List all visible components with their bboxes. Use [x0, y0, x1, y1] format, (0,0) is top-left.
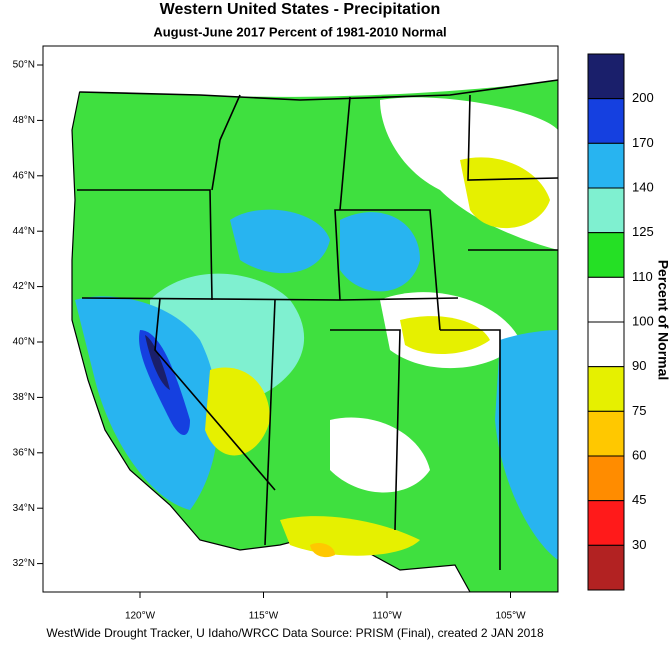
colorbar-label: 100: [632, 313, 654, 328]
colorbar-swatch: [587, 410, 625, 457]
lat-label: 44°N: [13, 226, 35, 237]
colorbar-label: 200: [632, 90, 654, 105]
colorbar-swatch: [587, 366, 625, 412]
colorbar-swatch: [587, 53, 625, 100]
lon-label: 120°W: [125, 611, 156, 622]
colorbar-swatch: [587, 98, 625, 144]
title: Western United States - Precipitation: [160, 1, 441, 18]
lon-label: 115°W: [249, 611, 279, 622]
colorbar-label: 125: [632, 224, 654, 239]
colorbar-swatch: [587, 500, 625, 546]
lat-label: 40°N: [13, 337, 35, 348]
lat-label: 38°N: [13, 392, 35, 403]
lat-label: 46°N: [13, 170, 35, 181]
colorbar-swatch: [587, 544, 625, 591]
colorbar-swatch: [587, 232, 625, 278]
colorbar-swatch: [587, 321, 625, 368]
colorbar-swatch: [587, 276, 625, 323]
colorbar-swatch: [587, 455, 625, 502]
lat-label: 50°N: [13, 60, 35, 71]
lat-label: 34°N: [13, 503, 35, 514]
colorbar-label: 140: [632, 179, 654, 194]
map: [43, 46, 558, 592]
map-frame: [42, 45, 559, 593]
lon-labels: 120°W 115°W 110°W 105°W: [125, 592, 526, 622]
footer: WestWide Drought Tracker, U Idaho/WRCC D…: [46, 626, 544, 640]
lat-labels: 50°N 48°N 46°N 44°N 42°N 40°N 38°N 36°N 34°N 32°N: [13, 60, 43, 569]
colorbar-label: 110: [632, 269, 653, 284]
colorbar-label: 60: [632, 447, 646, 462]
colorbar-swatch: [587, 187, 625, 234]
lat-label: 36°N: [13, 447, 35, 458]
colorbar-label: 45: [632, 492, 646, 507]
colorbar-swatch: [587, 142, 625, 189]
colorbar-label: 75: [632, 403, 646, 418]
legend-title: Percent of Normal: [655, 260, 670, 381]
colorbar-label: 30: [632, 537, 646, 552]
subtitle: August-June 2017 Percent of 1981-2010 No…: [153, 24, 446, 39]
colorbar: 200 170 140 125 110 100 90 75 60 45 30: [587, 53, 654, 591]
lon-label: 105°W: [495, 611, 526, 622]
lon-label: 110°W: [372, 611, 402, 622]
colorbar-label: 170: [632, 135, 654, 150]
lat-label: 42°N: [13, 281, 35, 292]
lat-label: 48°N: [13, 115, 35, 126]
lat-label: 32°N: [13, 558, 35, 569]
colorbar-label: 90: [632, 358, 646, 373]
